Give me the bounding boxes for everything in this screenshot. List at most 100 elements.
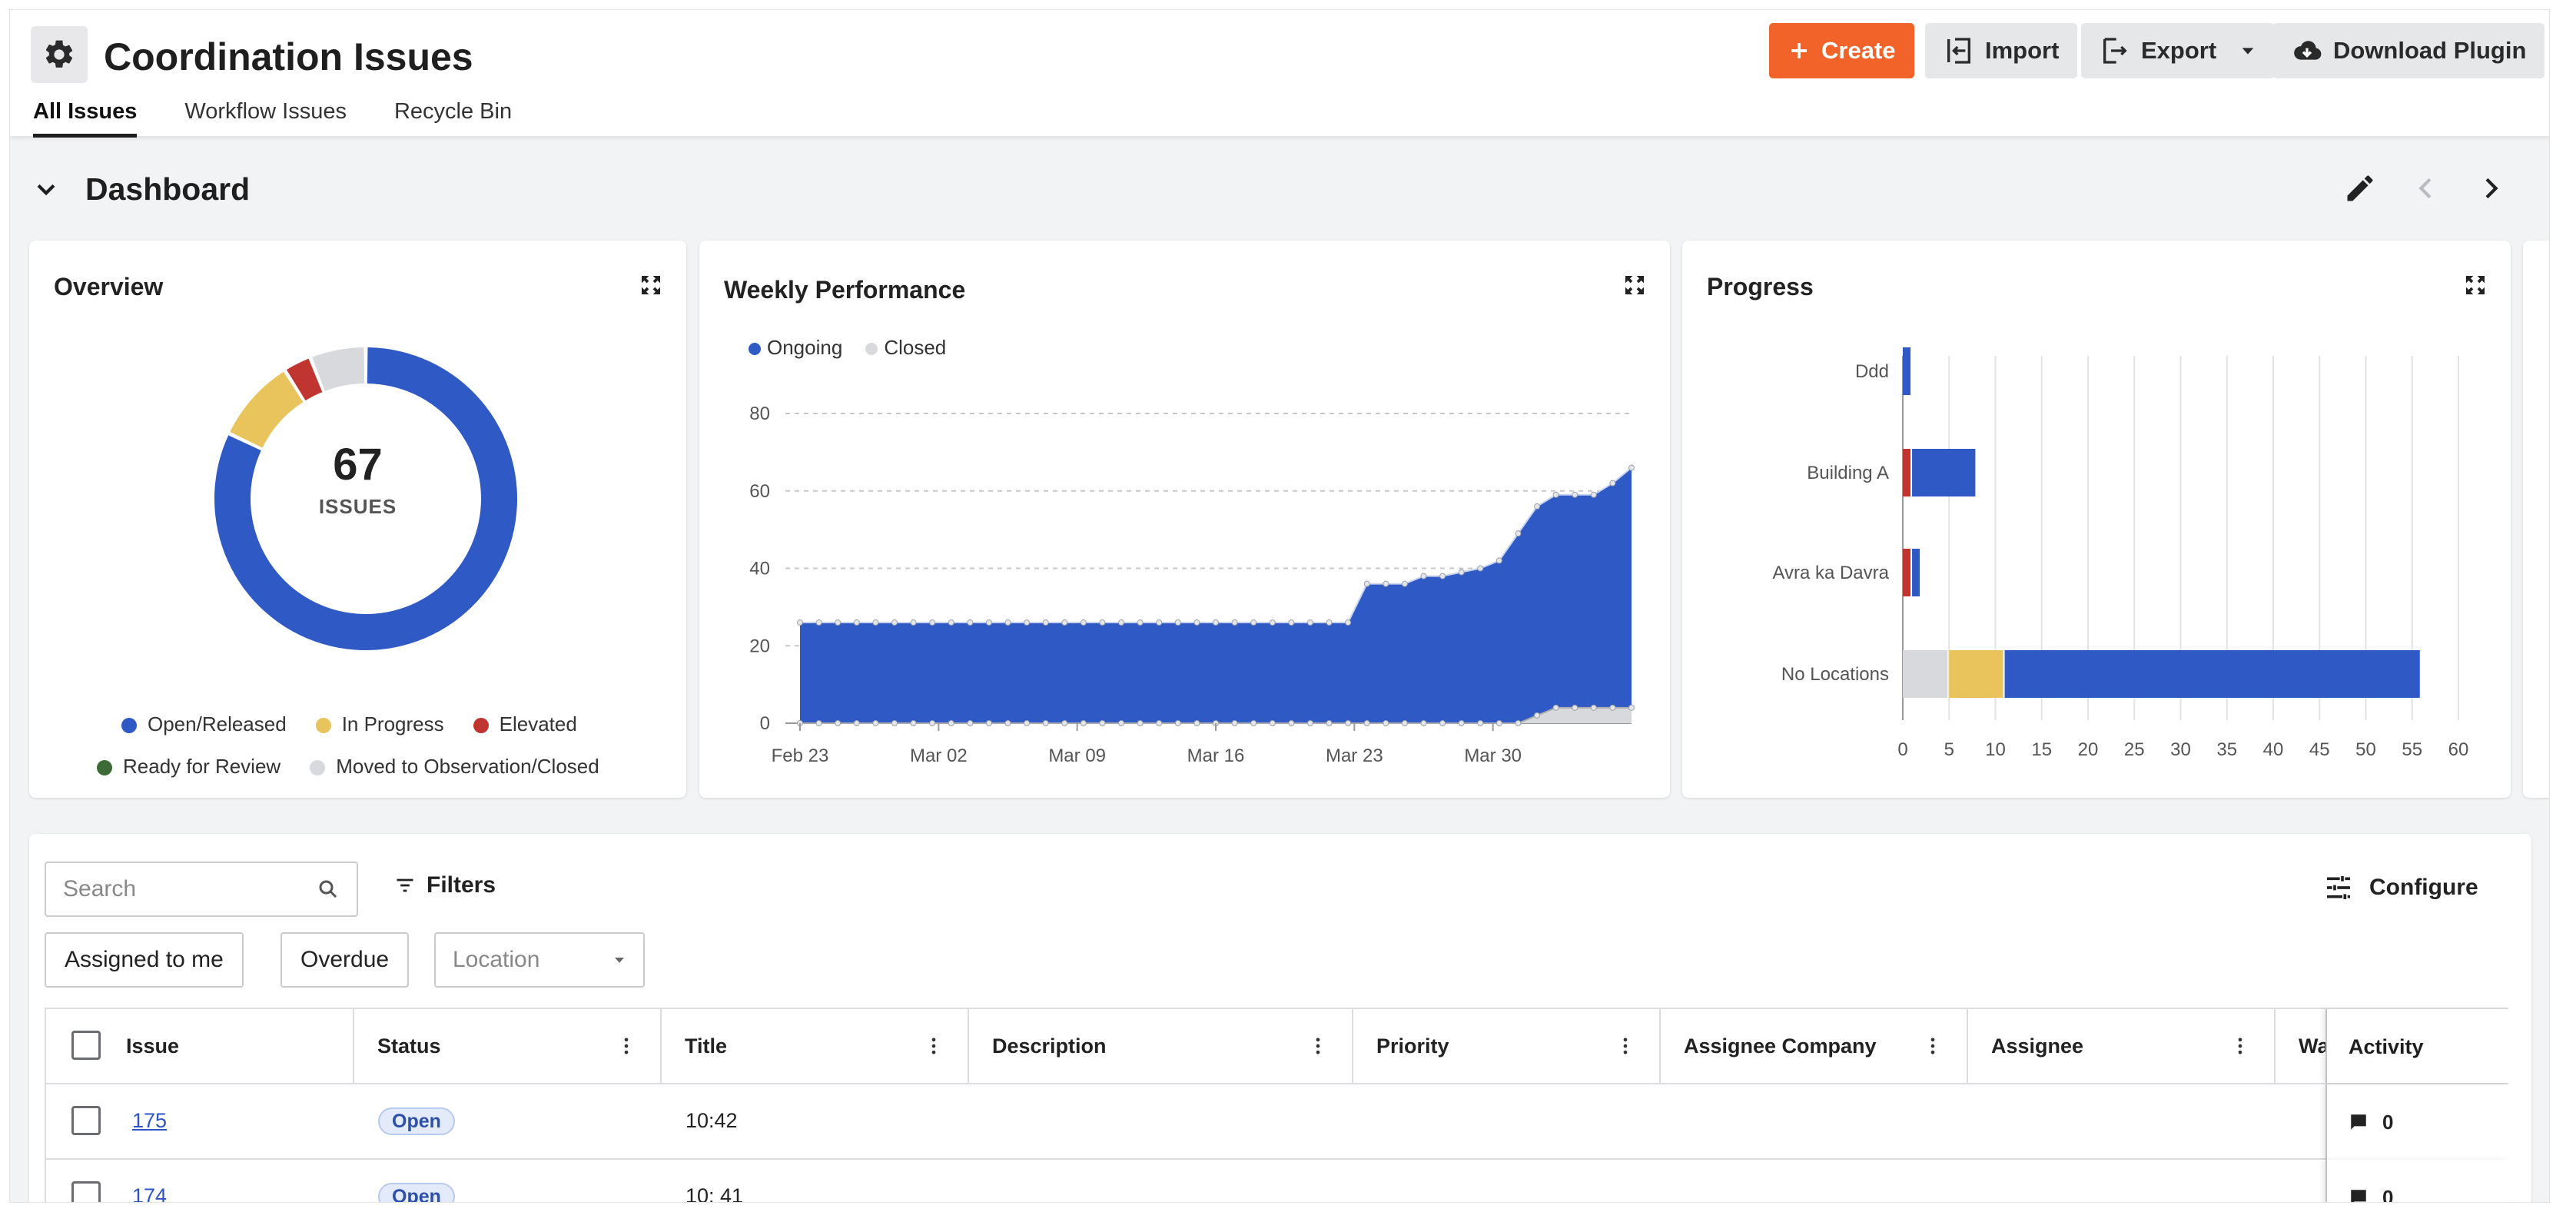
data-point <box>1439 573 1446 579</box>
expand-icon[interactable] <box>639 273 663 297</box>
issue-link[interactable]: 174 <box>132 1184 168 1203</box>
export-button[interactable]: Export <box>2081 23 2276 78</box>
filter-icon <box>397 878 413 892</box>
column-title[interactable]: Title <box>662 1009 969 1083</box>
data-point <box>1288 619 1295 626</box>
legend-moved-to-observation-closed[interactable]: Moved to Observation/Closed <box>310 755 599 779</box>
row-checkbox[interactable] <box>71 1106 101 1135</box>
overdue-chip[interactable]: Overdue <box>281 932 410 988</box>
more-vertical-icon[interactable] <box>2229 1035 2251 1057</box>
data-point <box>1628 464 1635 471</box>
download-plugin-button[interactable]: Download Plugin <box>2273 23 2545 78</box>
search-input[interactable] <box>63 876 309 902</box>
assigned-to-me-chip[interactable]: Assigned to me <box>45 932 244 988</box>
column-description-label: Description <box>992 1034 1107 1058</box>
column-assignee[interactable]: Assignee <box>1968 1009 2276 1083</box>
caret-down-icon <box>2242 48 2254 55</box>
more-vertical-icon[interactable] <box>1615 1035 1636 1057</box>
expand-icon[interactable] <box>1622 273 1647 297</box>
data-point <box>1061 619 1068 626</box>
more-vertical-icon[interactable] <box>616 1035 637 1057</box>
legend-elevated[interactable]: Elevated <box>473 712 577 736</box>
data-point <box>1042 720 1049 726</box>
data-point <box>1080 720 1087 726</box>
column-description[interactable]: Description <box>969 1009 1353 1083</box>
issue-link[interactable]: 175 <box>132 1109 168 1132</box>
legend-ready-for-review[interactable]: Ready for Review <box>97 755 281 779</box>
column-watchers[interactable]: Wa <box>2276 1009 2368 1083</box>
data-point <box>1534 503 1541 510</box>
table-row[interactable]: 174 Open 10: 41 0 <box>45 1160 2510 1203</box>
y-tick-label: 60 <box>749 481 770 502</box>
data-point <box>835 619 842 626</box>
donut-slice-in-progress <box>230 371 304 448</box>
legend-in-progress[interactable]: In Progress <box>315 712 444 736</box>
chevron-left-icon[interactable] <box>2411 173 2442 204</box>
data-point <box>1193 720 1200 726</box>
column-issue[interactable]: Issue <box>46 1009 354 1083</box>
activity-cell[interactable]: 0 <box>2325 1160 2510 1202</box>
location-placeholder: Location <box>453 947 540 972</box>
donut-slice-elevated <box>287 358 323 401</box>
category-label: No Locations <box>1781 664 1889 685</box>
row-checkbox[interactable] <box>71 1181 101 1202</box>
select-all-checkbox[interactable] <box>71 1031 101 1060</box>
data-point <box>929 720 936 726</box>
weekly-performance-title: Weekly Performance <box>724 276 966 304</box>
configure-button[interactable]: Configure <box>2323 872 2478 903</box>
chevron-right-icon[interactable] <box>2475 173 2506 204</box>
chevron-down-icon[interactable] <box>33 177 59 203</box>
data-point <box>1099 720 1106 726</box>
data-point <box>1306 619 1313 626</box>
settings-button[interactable] <box>31 26 88 83</box>
column-status[interactable]: Status <box>354 1009 662 1083</box>
data-point <box>1213 619 1219 626</box>
data-point <box>1590 491 1597 498</box>
data-point <box>1269 720 1276 726</box>
x-tick-label: 10 <box>1985 739 2006 760</box>
filters-button[interactable]: Filters <box>394 872 496 898</box>
cloud-download-icon <box>2294 41 2322 60</box>
comment-icon <box>2351 1114 2366 1130</box>
create-button[interactable]: Create <box>1769 23 1914 78</box>
tab-recycle-bin[interactable]: Recycle Bin <box>393 99 513 124</box>
data-point <box>1024 720 1031 726</box>
legend-open-released[interactable]: Open/Released <box>121 712 287 736</box>
table-row[interactable]: 175 Open 10:42 0 <box>45 1084 2510 1160</box>
tab-all-issues[interactable]: All Issues <box>33 99 138 138</box>
tab-workflow-issues[interactable]: Workflow Issues <box>184 99 347 124</box>
category-label: Building A <box>1807 463 1889 483</box>
more-vertical-icon[interactable] <box>1307 1035 1329 1057</box>
edit-icon[interactable] <box>2343 171 2377 205</box>
search-icon[interactable] <box>317 878 340 901</box>
import-label: Import <box>1985 37 2060 64</box>
category-label: Ddd <box>1855 361 1889 382</box>
page-header: Coordination Issues All Issues Workflow … <box>10 10 2549 138</box>
data-point <box>1306 720 1313 726</box>
expand-icon[interactable] <box>2463 273 2488 297</box>
column-priority[interactable]: Priority <box>1353 1009 1661 1083</box>
x-tick-label: Mar 16 <box>1187 745 1245 766</box>
y-tick-label: 20 <box>749 636 770 656</box>
gear-icon <box>45 40 73 68</box>
location-select[interactable]: Location <box>434 932 645 988</box>
overview-card: Overview 67 ISSUES Open/Released In Prog… <box>29 241 686 798</box>
import-icon <box>1947 38 1970 64</box>
data-point <box>1552 704 1559 711</box>
legend-closed[interactable]: Closed <box>865 336 946 360</box>
y-tick-label: 80 <box>749 403 770 424</box>
import-button[interactable]: Import <box>1925 23 2078 78</box>
bar-segment <box>1912 449 1976 496</box>
search-box <box>45 862 358 917</box>
column-activity[interactable]: Activity <box>2325 1009 2510 1083</box>
sliders-icon <box>2327 876 2350 899</box>
legend-ongoing[interactable]: Ongoing <box>749 336 842 360</box>
activity-cell[interactable]: 0 <box>2325 1084 2510 1160</box>
more-vertical-icon[interactable] <box>923 1035 944 1057</box>
data-point <box>1099 619 1106 626</box>
title-cell: 10: 41 <box>685 1184 744 1203</box>
y-tick-label: 40 <box>749 559 770 579</box>
export-label: Export <box>2141 37 2217 64</box>
column-assignee-company[interactable]: Assignee Company <box>1661 1009 1968 1083</box>
more-vertical-icon[interactable] <box>1922 1035 1944 1057</box>
